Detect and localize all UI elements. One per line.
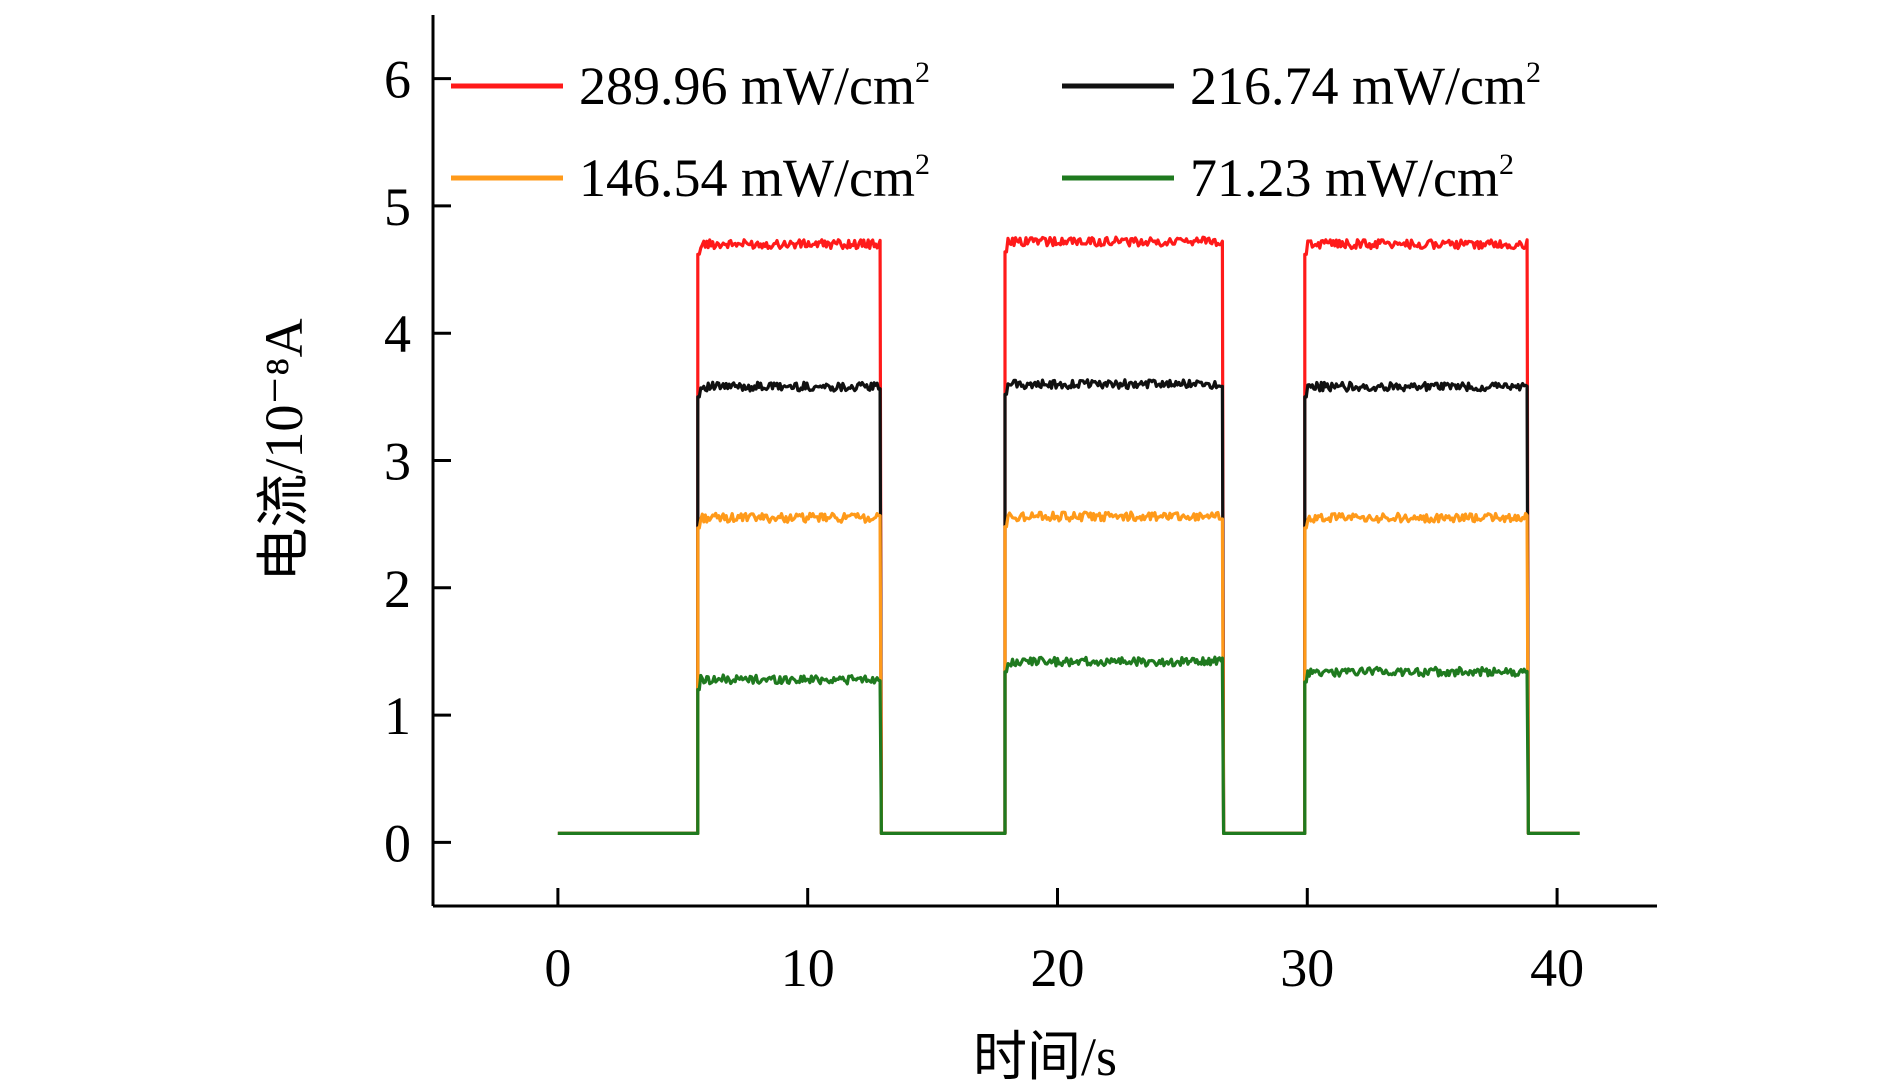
- legend-label: 71.23 mW/cm2: [1190, 148, 1514, 208]
- series-line-4: [557, 655, 1580, 835]
- legend-item-1: 289.96 mW/cm2: [451, 56, 930, 116]
- legend-label: 216.74 mW/cm2: [1190, 56, 1541, 116]
- legend-label-text: 289.96 mW/cm: [579, 56, 915, 116]
- y-axis-label: 电流/10⁻⁸A: [254, 318, 314, 581]
- axis-ticks: 0 10 20 30 40 0 1 2 3 4 5 6: [384, 50, 1584, 998]
- y-tick-label: 4: [384, 304, 411, 364]
- y-tick-label: 5: [384, 177, 411, 237]
- plot-area: [557, 235, 1580, 835]
- y-tick-label: 0: [384, 813, 411, 873]
- series-line-3: [557, 510, 1580, 835]
- legend-item-2: 216.74 mW/cm2: [1062, 56, 1541, 116]
- x-tick-label: 40: [1530, 938, 1584, 998]
- legend-label-text: 146.54 mW/cm: [579, 148, 915, 208]
- legend-label: 146.54 mW/cm2: [579, 148, 930, 208]
- x-tick-label: 30: [1280, 938, 1334, 998]
- legend-item-3: 146.54 mW/cm2: [451, 148, 930, 208]
- series-line-2: [557, 378, 1580, 835]
- legend-label-superscript: 2: [1499, 148, 1514, 181]
- y-tick-label: 1: [384, 686, 411, 746]
- series-line-1: [557, 235, 1580, 835]
- legend-label-superscript: 2: [915, 56, 930, 89]
- y-tick-label: 3: [384, 432, 411, 492]
- legend-item-4: 71.23 mW/cm2: [1062, 148, 1514, 208]
- legend-label-text: 216.74 mW/cm: [1190, 56, 1526, 116]
- legend-label-text: 71.23 mW/cm: [1190, 148, 1499, 208]
- x-tick-label: 20: [1030, 938, 1084, 998]
- x-axis-label: 时间/s: [973, 1027, 1117, 1080]
- legend-label-superscript: 2: [915, 148, 930, 181]
- x-tick-label: 0: [544, 938, 571, 998]
- y-tick-label: 6: [384, 50, 411, 110]
- legend-label-superscript: 2: [1526, 56, 1541, 89]
- y-tick-label: 2: [384, 559, 411, 619]
- x-tick-label: 10: [781, 938, 835, 998]
- legend-label: 289.96 mW/cm2: [579, 56, 930, 116]
